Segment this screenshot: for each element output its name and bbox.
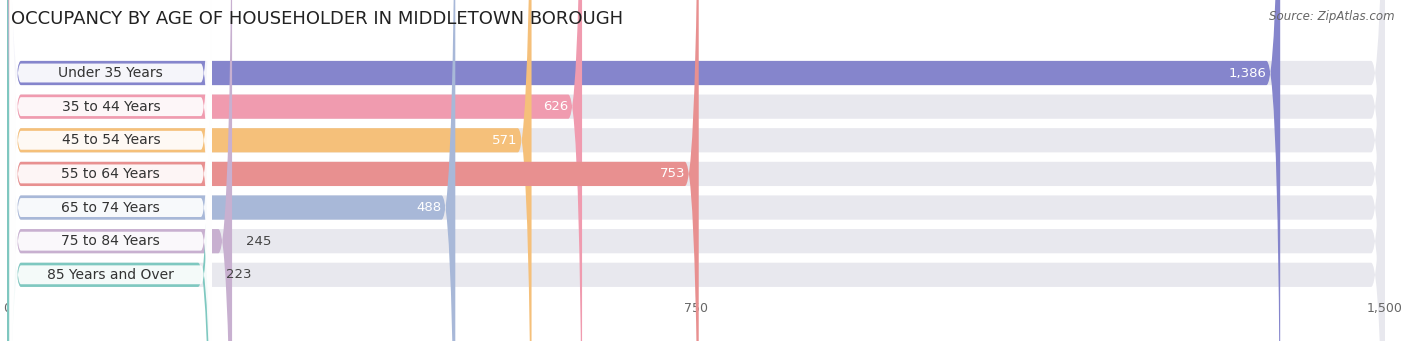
Text: 753: 753 bbox=[659, 167, 685, 180]
Text: 85 Years and Over: 85 Years and Over bbox=[48, 268, 174, 282]
Text: 45 to 54 Years: 45 to 54 Years bbox=[62, 133, 160, 147]
FancyBboxPatch shape bbox=[10, 0, 212, 341]
Text: 35 to 44 Years: 35 to 44 Years bbox=[62, 100, 160, 114]
FancyBboxPatch shape bbox=[10, 0, 212, 341]
FancyBboxPatch shape bbox=[7, 0, 212, 341]
Text: 245: 245 bbox=[246, 235, 271, 248]
Text: 626: 626 bbox=[543, 100, 568, 113]
FancyBboxPatch shape bbox=[7, 0, 1385, 341]
Text: OCCUPANCY BY AGE OF HOUSEHOLDER IN MIDDLETOWN BOROUGH: OCCUPANCY BY AGE OF HOUSEHOLDER IN MIDDL… bbox=[11, 10, 623, 28]
FancyBboxPatch shape bbox=[10, 0, 212, 341]
FancyBboxPatch shape bbox=[7, 0, 1281, 341]
FancyBboxPatch shape bbox=[7, 0, 1385, 341]
FancyBboxPatch shape bbox=[7, 0, 456, 341]
FancyBboxPatch shape bbox=[7, 0, 1385, 341]
Text: 55 to 64 Years: 55 to 64 Years bbox=[62, 167, 160, 181]
FancyBboxPatch shape bbox=[7, 0, 1385, 341]
FancyBboxPatch shape bbox=[7, 0, 582, 341]
Text: Source: ZipAtlas.com: Source: ZipAtlas.com bbox=[1270, 10, 1395, 23]
FancyBboxPatch shape bbox=[10, 0, 212, 341]
FancyBboxPatch shape bbox=[7, 0, 1385, 341]
FancyBboxPatch shape bbox=[7, 0, 1385, 341]
Text: 1,386: 1,386 bbox=[1229, 66, 1267, 79]
Text: 223: 223 bbox=[225, 268, 252, 281]
FancyBboxPatch shape bbox=[7, 0, 232, 341]
FancyBboxPatch shape bbox=[7, 0, 699, 341]
Text: Under 35 Years: Under 35 Years bbox=[59, 66, 163, 80]
FancyBboxPatch shape bbox=[10, 0, 212, 341]
Text: 65 to 74 Years: 65 to 74 Years bbox=[62, 201, 160, 214]
Text: 488: 488 bbox=[416, 201, 441, 214]
FancyBboxPatch shape bbox=[7, 0, 1385, 341]
FancyBboxPatch shape bbox=[7, 0, 531, 341]
FancyBboxPatch shape bbox=[10, 0, 212, 341]
Text: 571: 571 bbox=[492, 134, 517, 147]
FancyBboxPatch shape bbox=[10, 0, 212, 341]
Text: 75 to 84 Years: 75 to 84 Years bbox=[62, 234, 160, 248]
